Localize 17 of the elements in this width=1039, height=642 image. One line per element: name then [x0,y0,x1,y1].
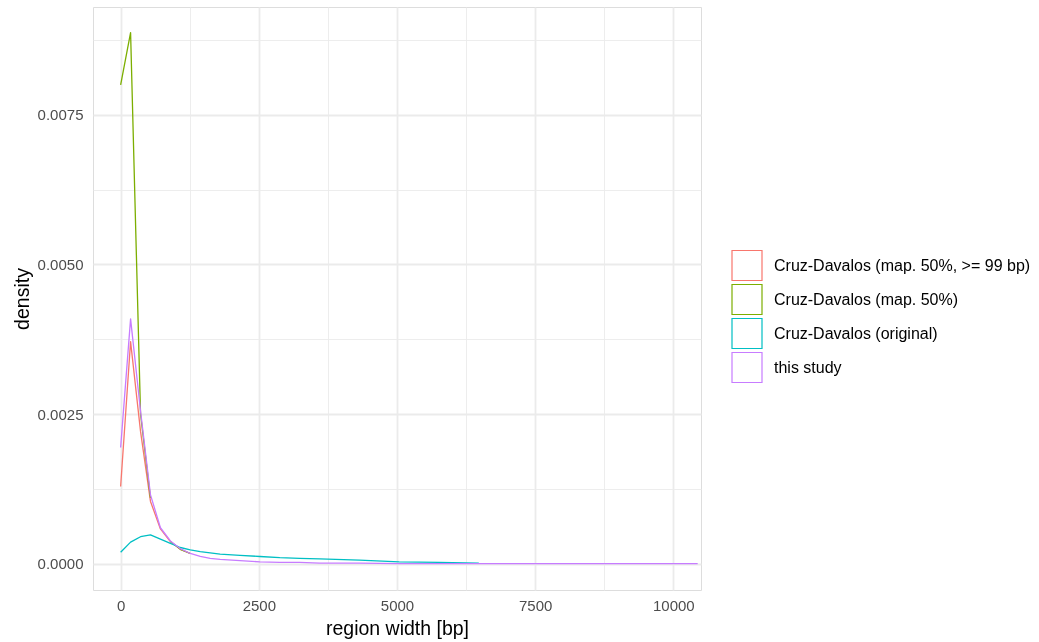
y-tick-label: 0.0025 [37,405,84,423]
legend-label: Cruz-Davalos (map. 50%) [774,290,959,308]
y-tick-label: 0.0000 [37,555,84,573]
x-tick-label: 2500 [242,596,277,614]
legend-label: Cruz-Davalos (original) [774,324,938,342]
y-tick-label: 0.0050 [37,255,84,273]
legend-label: this study [774,358,842,376]
legend-label: Cruz-Davalos (map. 50%, >= 99 bp) [774,256,1031,274]
x-axis-title: region width [bp] [325,616,470,639]
line-series [119,318,699,565]
y-tick-label: 0.0075 [37,106,84,124]
line-series [119,534,480,564]
x-tick-label: 10000 [653,596,695,614]
y-axis-title: density [10,267,33,330]
x-tick-label: 7500 [518,596,553,614]
x-tick-label: 0 [116,596,126,614]
x-tick-label: 5000 [380,596,415,614]
